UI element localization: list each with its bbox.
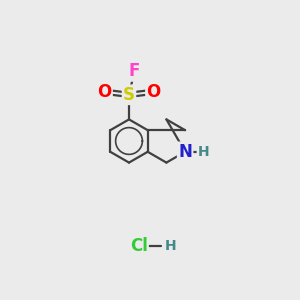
Text: N: N <box>178 143 192 161</box>
Text: Cl: Cl <box>130 237 148 255</box>
Text: O: O <box>97 83 112 101</box>
Text: S: S <box>123 86 135 104</box>
Text: H: H <box>165 239 176 253</box>
Text: O: O <box>146 83 161 101</box>
Text: H: H <box>197 145 209 159</box>
Text: F: F <box>129 62 140 80</box>
